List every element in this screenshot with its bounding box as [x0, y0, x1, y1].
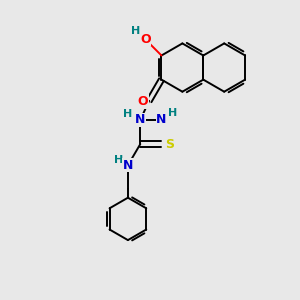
Text: N: N — [135, 113, 146, 127]
Text: O: O — [140, 33, 151, 46]
Text: N: N — [156, 113, 167, 127]
Text: O: O — [137, 95, 148, 108]
Text: S: S — [165, 138, 174, 151]
Text: H: H — [123, 109, 133, 119]
Text: H: H — [115, 155, 124, 165]
Text: H: H — [168, 109, 177, 118]
Text: H: H — [131, 26, 140, 36]
Text: N: N — [123, 159, 133, 172]
